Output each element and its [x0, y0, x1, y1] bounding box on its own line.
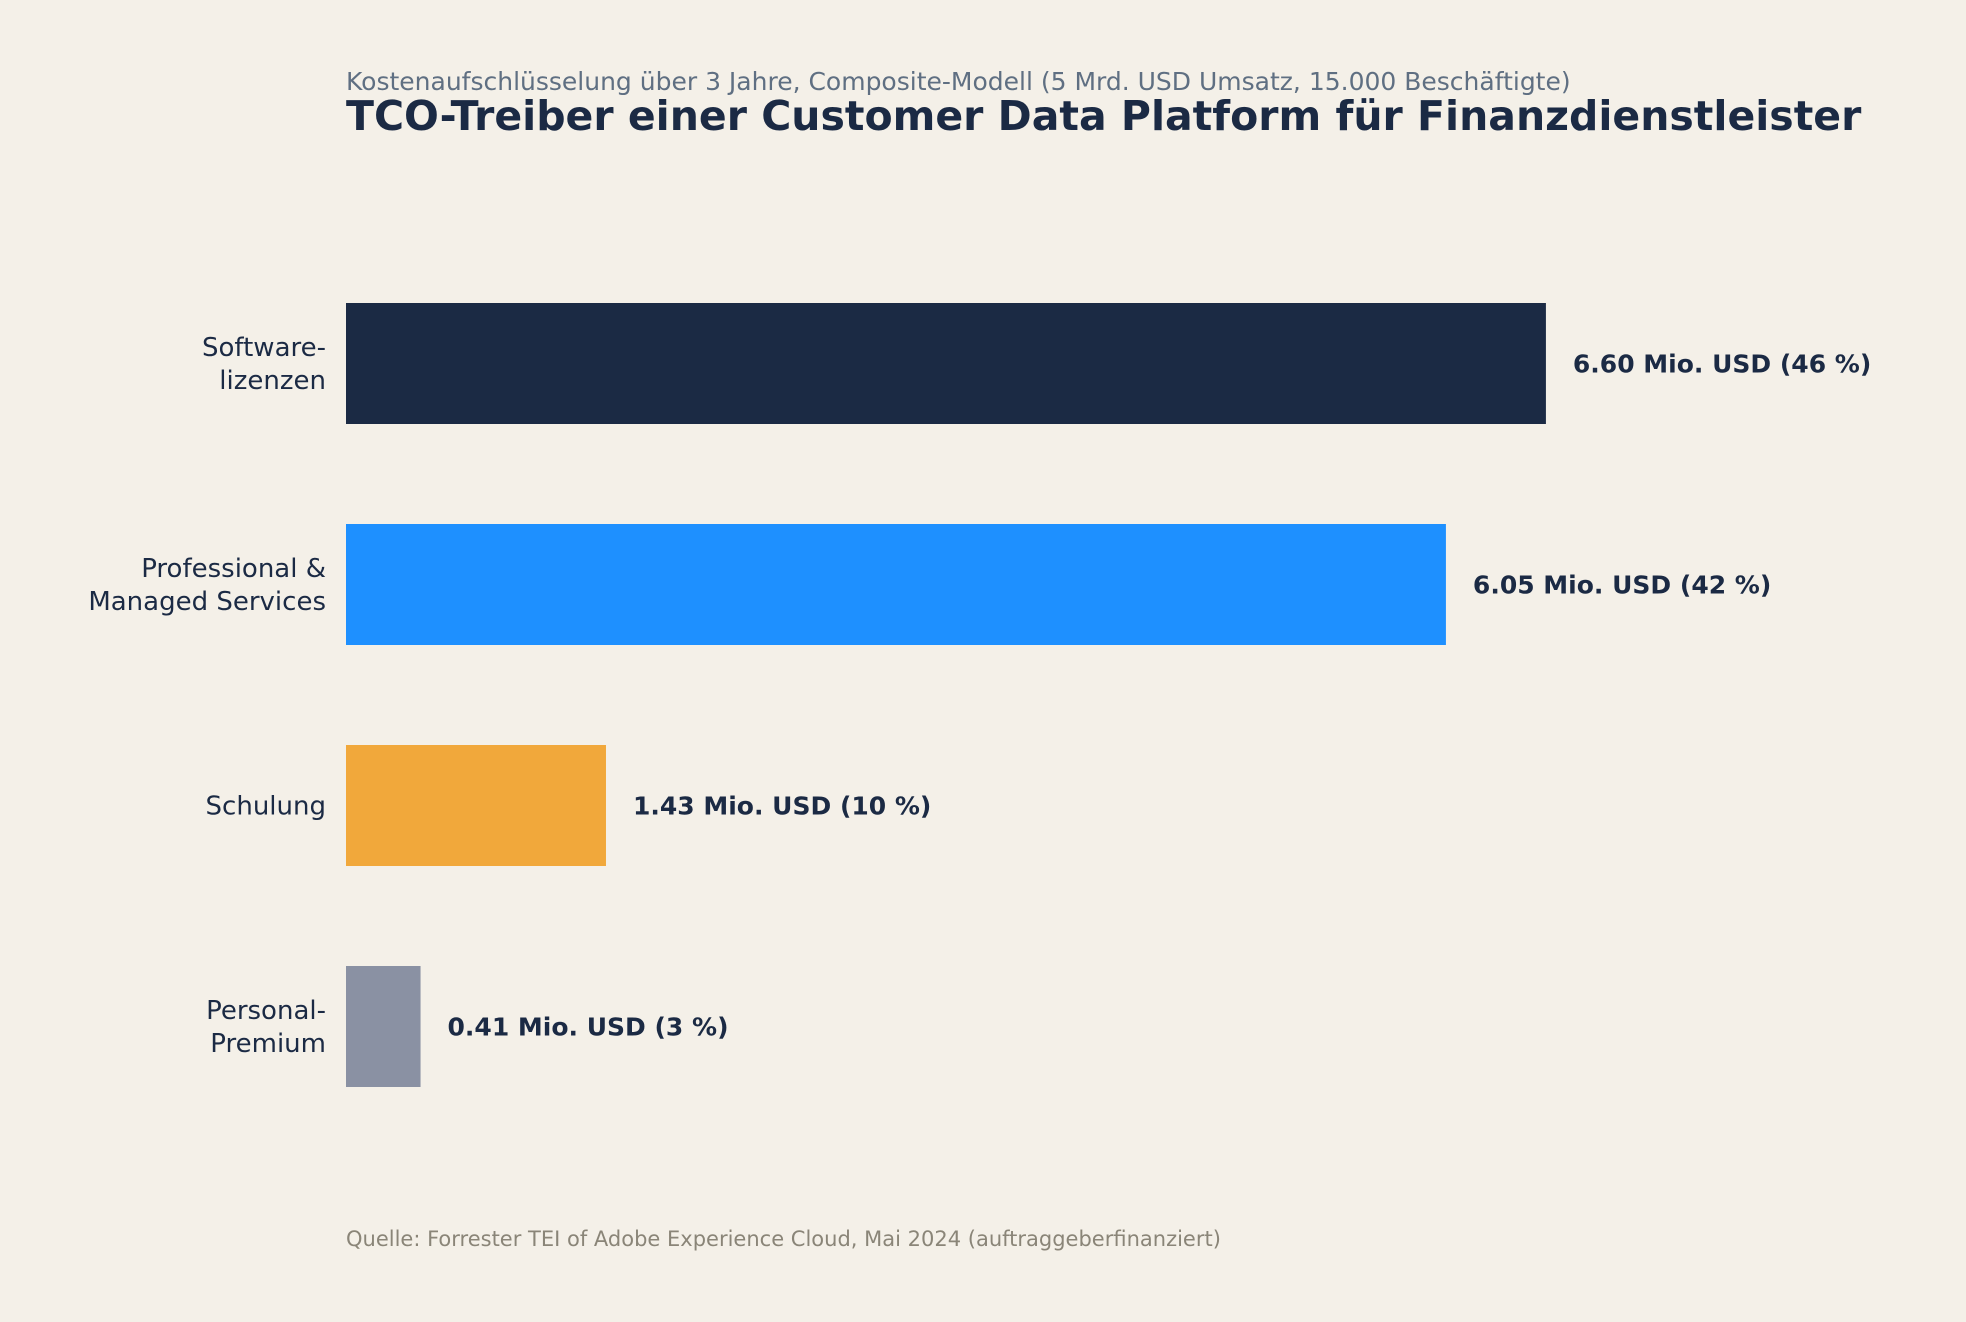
category-label-3: Schulung	[206, 792, 326, 822]
bars-group: 6.60 Mio. USD (46 %) Software-lizenzen 6.0…	[88, 303, 1871, 1087]
value-label-1: 6.60 Mio. USD (46 %)	[1573, 350, 1871, 379]
category-label-line: lizenzen	[219, 366, 326, 396]
category-label-line: Premium	[210, 1029, 326, 1059]
category-label-line: Software-	[202, 333, 326, 363]
category-label-line: Professional &	[141, 554, 326, 584]
category-label-line: Managed Services	[88, 587, 326, 617]
category-label-2: Professional & Managed Services	[88, 554, 326, 617]
bar-4	[346, 966, 421, 1087]
category-label-line: Personal-	[206, 996, 326, 1026]
chart-title: TCO-Treiber einer Customer Data Platform…	[346, 92, 1862, 140]
bar-2	[346, 524, 1446, 645]
source-note: Quelle: Forrester TEI of Adobe Experienc…	[346, 1227, 1221, 1251]
category-label-1: Software-lizenzen	[202, 333, 326, 396]
bar-3	[346, 745, 606, 866]
value-label-3: 1.43 Mio. USD (10 %)	[633, 792, 931, 821]
category-label-line: Schulung	[206, 792, 326, 822]
bar-1	[346, 303, 1546, 424]
chart-subtitle: Kostenaufschlüsselung über 3 Jahre, Comp…	[346, 67, 1571, 96]
value-label-4: 0.41 Mio. USD (3 %)	[448, 1013, 729, 1042]
value-label-2: 6.05 Mio. USD (42 %)	[1473, 571, 1771, 600]
category-label-4: Personal-Premium	[206, 996, 326, 1059]
